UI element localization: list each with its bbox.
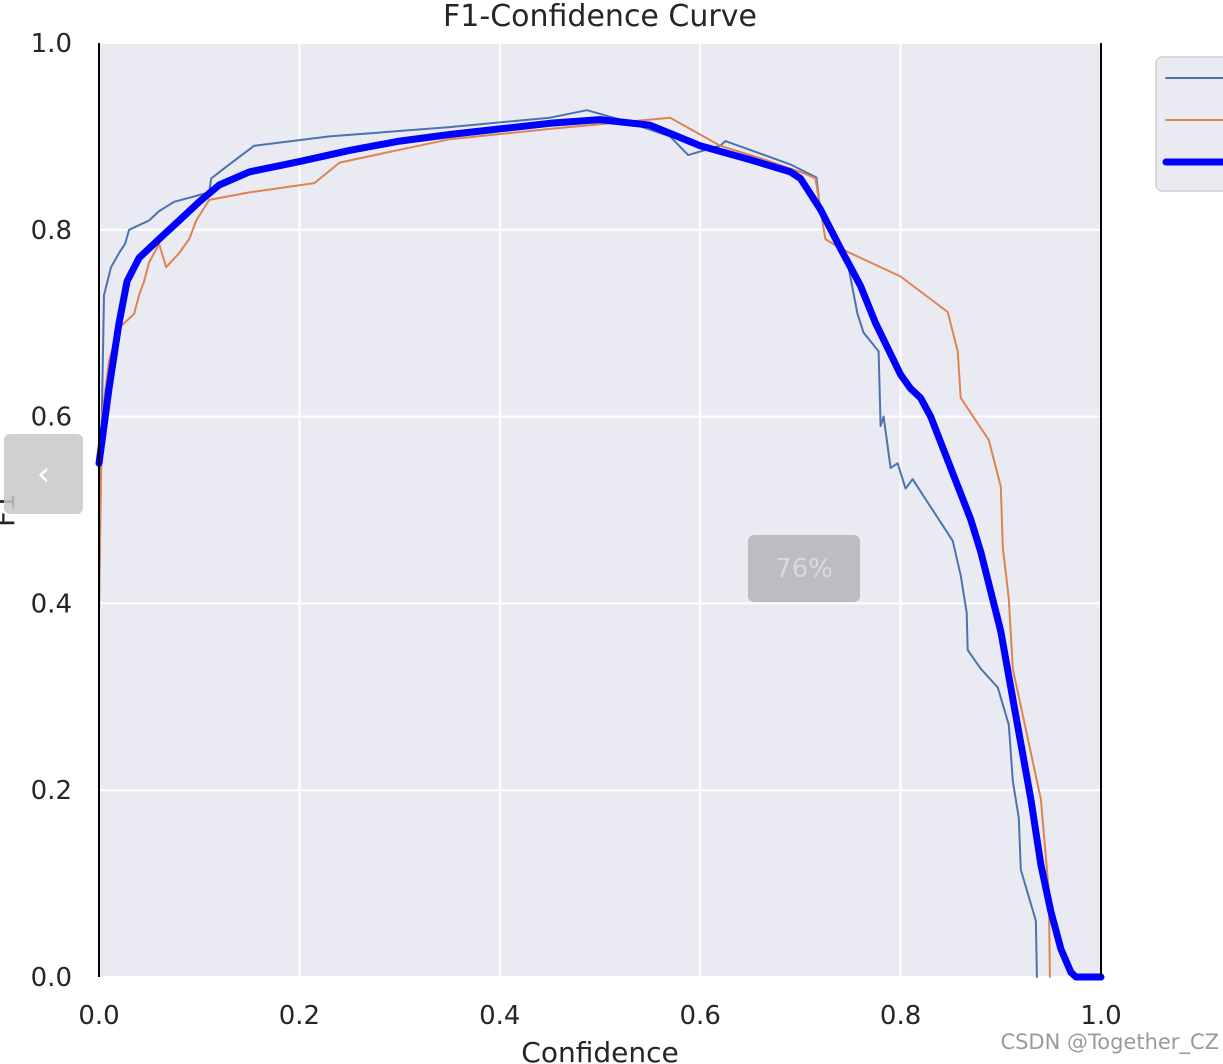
y-tick-label: 0.6 [31,403,72,433]
x-tick-label: 0.4 [479,1001,520,1031]
y-tick-label: 0.0 [31,963,72,993]
x-tick-label: 1.0 [1080,1001,1121,1031]
chart-title: F1-Confidence Curve [443,0,757,34]
y-tick-label: 1.0 [31,29,72,59]
previous-image-button[interactable]: ‹ [4,434,83,514]
zoom-level-badge: 76% [748,535,860,602]
legend-box [1155,56,1223,192]
x-axis-label: Confidence [521,1036,678,1064]
y-tick-label: 0.8 [31,216,72,246]
y-tick-label: 0.2 [31,776,72,806]
x-tick-label: 0.6 [680,1001,721,1031]
x-tick-label: 0.0 [78,1001,119,1031]
watermark: CSDN @Together_CZ [1000,1030,1219,1054]
plot-area [99,43,1101,977]
series-line-3 [95,116,1105,981]
series-line-2 [98,116,1051,978]
chevron-left-icon: ‹ [36,454,51,494]
x-tick-label: 0.2 [279,1001,320,1031]
series-line-1 [98,109,1038,978]
y-tick-label: 0.4 [31,589,72,619]
x-tick-label: 0.8 [880,1001,921,1031]
